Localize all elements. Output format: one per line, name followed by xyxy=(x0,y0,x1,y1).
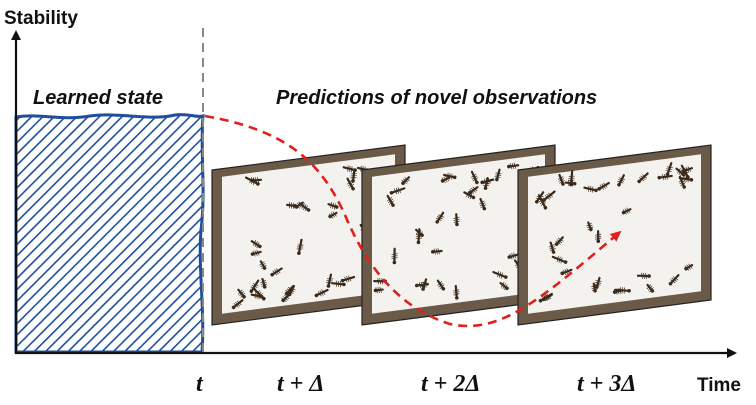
predictions-label: Predictions of novel observations xyxy=(276,87,597,109)
ant-mark xyxy=(231,299,244,310)
ant-mark xyxy=(443,172,457,180)
ant-mark xyxy=(287,284,296,297)
frame-arena xyxy=(222,154,395,314)
ant-mark xyxy=(253,287,266,301)
ant-mark xyxy=(479,197,487,211)
prediction-curve xyxy=(204,114,622,328)
ant-mark xyxy=(468,186,479,195)
ant-mark xyxy=(326,273,334,288)
ant-mark xyxy=(328,211,338,219)
ant-mark xyxy=(507,162,520,170)
y-axis-label: Stability xyxy=(4,8,78,29)
ant-mark xyxy=(435,211,445,224)
ant-mark xyxy=(675,167,686,177)
ant-mark xyxy=(453,284,460,300)
tick-label-t-plus-2delta: t + 2Δ xyxy=(421,371,480,397)
ant-mark xyxy=(270,267,283,277)
ant-mark xyxy=(684,263,694,271)
ant-mark xyxy=(250,249,262,257)
ant-mark xyxy=(415,228,424,237)
ant-mark xyxy=(646,283,655,293)
ant-mark xyxy=(637,172,649,184)
ant-mark xyxy=(431,248,443,255)
ant-mark xyxy=(340,275,356,283)
ant-mark xyxy=(499,281,509,291)
ant-mark xyxy=(250,240,262,249)
ant-mark xyxy=(346,177,355,191)
ant-mark xyxy=(494,168,502,182)
ant-mark xyxy=(507,252,519,260)
learned-state-block xyxy=(14,113,205,354)
ant-mark xyxy=(657,173,673,181)
ant-mark xyxy=(617,174,626,187)
ant-mark xyxy=(389,187,406,195)
ant-mark xyxy=(373,286,384,294)
ant-mark xyxy=(678,175,694,183)
ant-mark xyxy=(391,247,398,265)
ant-mark xyxy=(463,191,476,200)
tick-label-t-plus-delta: t + Δ xyxy=(277,371,324,397)
frame-arena xyxy=(372,154,545,314)
observation-frame-1 xyxy=(211,144,406,326)
ant-mark xyxy=(470,170,479,185)
ant-mark xyxy=(314,288,329,298)
ant-mark xyxy=(636,272,651,280)
ant-mark xyxy=(342,165,357,173)
ant-mark xyxy=(595,230,602,243)
ant-mark xyxy=(237,288,246,299)
ant-mark xyxy=(564,179,577,187)
ant-mark xyxy=(281,294,290,303)
ant-mark xyxy=(548,241,556,254)
ant-mark xyxy=(557,173,565,186)
x-axis-label: Time xyxy=(697,375,741,396)
ant-mark xyxy=(614,287,631,294)
ant-mark xyxy=(583,185,598,193)
ant-mark xyxy=(591,282,598,293)
ant-mark xyxy=(436,279,446,291)
ant-mark xyxy=(386,194,395,207)
ant-mark xyxy=(560,268,573,276)
ant-mark xyxy=(492,270,508,279)
ant-mark xyxy=(668,274,680,286)
ant-mark xyxy=(551,255,568,264)
ant-mark xyxy=(259,260,267,270)
ant-mark xyxy=(415,281,430,289)
ant-mark xyxy=(538,194,548,210)
ant-mark xyxy=(480,177,495,185)
ant-mark xyxy=(586,221,594,232)
ant-mark xyxy=(330,280,346,288)
ant-mark xyxy=(250,177,262,184)
learned-state-label: Learned state xyxy=(33,87,163,109)
ant-mark xyxy=(401,176,411,185)
ant-mark xyxy=(327,202,339,210)
ant-mark xyxy=(296,238,304,255)
tick-label-t: t xyxy=(196,371,204,397)
ant-mark xyxy=(453,213,460,227)
observation-frames xyxy=(211,144,712,326)
ant-mark xyxy=(597,181,610,191)
ant-mark xyxy=(538,292,553,303)
ant-mark xyxy=(621,207,632,215)
ant-mark xyxy=(554,236,564,247)
ant-mark xyxy=(298,202,311,212)
ant-mark xyxy=(286,202,297,209)
ant-mark xyxy=(260,277,268,289)
tick-label-t-plus-3delta: t + 3Δ xyxy=(577,371,636,397)
